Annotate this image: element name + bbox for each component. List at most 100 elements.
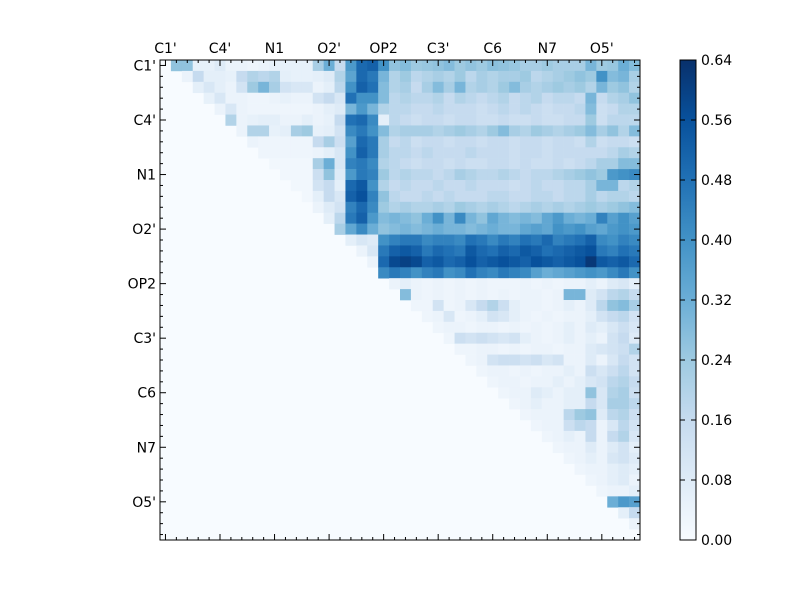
heatmap-cell (334, 136, 346, 148)
heatmap-cell (170, 60, 183, 72)
heatmap-cell (269, 70, 281, 83)
heatmap-cell (520, 409, 532, 421)
heatmap-cell (498, 147, 510, 159)
heatmap-cell (520, 147, 532, 159)
heatmap-cell (301, 158, 314, 170)
heatmap-cell (367, 158, 379, 170)
heatmap-cell (563, 125, 575, 137)
heatmap-cell (312, 158, 324, 170)
heatmap-cell (443, 147, 455, 159)
heatmap-cell (574, 310, 586, 323)
heatmap-cell (541, 430, 554, 443)
heatmap-cell (454, 147, 466, 159)
heatmap-cell (487, 310, 499, 323)
heatmap-cell (389, 114, 401, 126)
heatmap-cell (596, 310, 608, 323)
heatmap-cell (530, 70, 543, 83)
heatmap-cell (378, 158, 390, 170)
heatmap-cell (563, 300, 575, 312)
heatmap-cell (258, 60, 270, 72)
heatmap-cell (356, 190, 368, 203)
heatmap-cell (301, 180, 314, 192)
heatmap-cell (269, 136, 281, 148)
heatmap-cell (465, 245, 477, 257)
heatmap-cell (454, 343, 466, 355)
heatmap-cell (443, 169, 455, 181)
heatmap-cell (487, 300, 499, 312)
heatmap-cell (629, 321, 641, 334)
heatmap-cell (520, 354, 532, 366)
heatmap-cell (541, 125, 554, 137)
heatmap-cell (312, 114, 324, 126)
heatmap-cell (596, 147, 608, 159)
heatmap-cell (454, 267, 466, 279)
heatmap-cell (334, 147, 346, 159)
heatmap-cell (301, 125, 314, 137)
heatmap-cell (498, 212, 510, 224)
colorbar-tick-label: 0.40 (701, 233, 732, 249)
heatmap-cell (225, 81, 237, 94)
heatmap-cell (498, 136, 510, 148)
heatmap-cell (607, 310, 619, 323)
heatmap-cell (629, 125, 641, 137)
heatmap-cell (378, 103, 390, 115)
heatmap-cell (541, 376, 554, 388)
heatmap-cell (596, 343, 608, 355)
heatmap-cell (498, 125, 510, 137)
heatmap-cell (247, 70, 259, 83)
heatmap-cell (432, 103, 444, 115)
heatmap-axis-ticks (160, 60, 640, 540)
heatmap-cell (530, 180, 543, 192)
heatmap-cell (487, 289, 499, 301)
heatmap-cell (574, 125, 586, 137)
heatmap-cell (618, 136, 630, 148)
heatmap-cell (520, 212, 532, 224)
heatmap-cell (552, 70, 564, 83)
heatmap-cell (476, 310, 488, 323)
heatmap-cell (596, 92, 608, 104)
heatmap-cell (378, 114, 390, 126)
heatmap-cell (618, 212, 630, 224)
heatmap-cell (345, 92, 357, 104)
heatmap-cell (509, 354, 521, 366)
heatmap-cell (607, 321, 619, 334)
heatmap-cell (574, 267, 586, 279)
heatmap-cell (607, 485, 619, 497)
heatmap-cell (596, 463, 608, 475)
heatmap-cell (421, 169, 434, 181)
heatmap-cell (280, 125, 292, 137)
heatmap-cell (454, 201, 466, 214)
heatmap-cell (465, 310, 477, 323)
heatmap-cell (421, 136, 434, 148)
heatmap-cell (389, 136, 401, 148)
heatmap-cell (585, 376, 597, 388)
heatmap-cell (509, 267, 521, 279)
heatmap-cell (607, 387, 619, 399)
heatmap-cell (432, 190, 444, 203)
heatmap-cell (290, 114, 303, 126)
heatmap-cell (334, 60, 346, 72)
heatmap-cell (629, 430, 641, 443)
heatmap-cell (585, 387, 597, 399)
heatmap-cell (312, 92, 324, 104)
heatmap-cell (552, 180, 564, 192)
heatmap-cell (421, 125, 434, 137)
heatmap-cell (301, 190, 314, 203)
heatmap-cell (530, 125, 543, 137)
heatmap-cell (487, 278, 499, 290)
heatmap-cell (225, 92, 237, 104)
heatmap-cell (618, 147, 630, 159)
heatmap-cell (607, 278, 619, 290)
heatmap-cell (421, 310, 434, 323)
heatmap-cell (563, 430, 575, 443)
heatmap-cell (290, 81, 303, 94)
heatmap-cell (541, 169, 554, 181)
heatmap-cell (629, 103, 641, 115)
heatmap-cell (574, 278, 586, 290)
heatmap-cell (596, 387, 608, 399)
heatmap-cell (454, 169, 466, 181)
heatmap-cell (443, 70, 455, 83)
heatmap-cell (400, 114, 412, 126)
heatmap-cell (607, 420, 619, 432)
heatmap-cell (509, 332, 521, 344)
